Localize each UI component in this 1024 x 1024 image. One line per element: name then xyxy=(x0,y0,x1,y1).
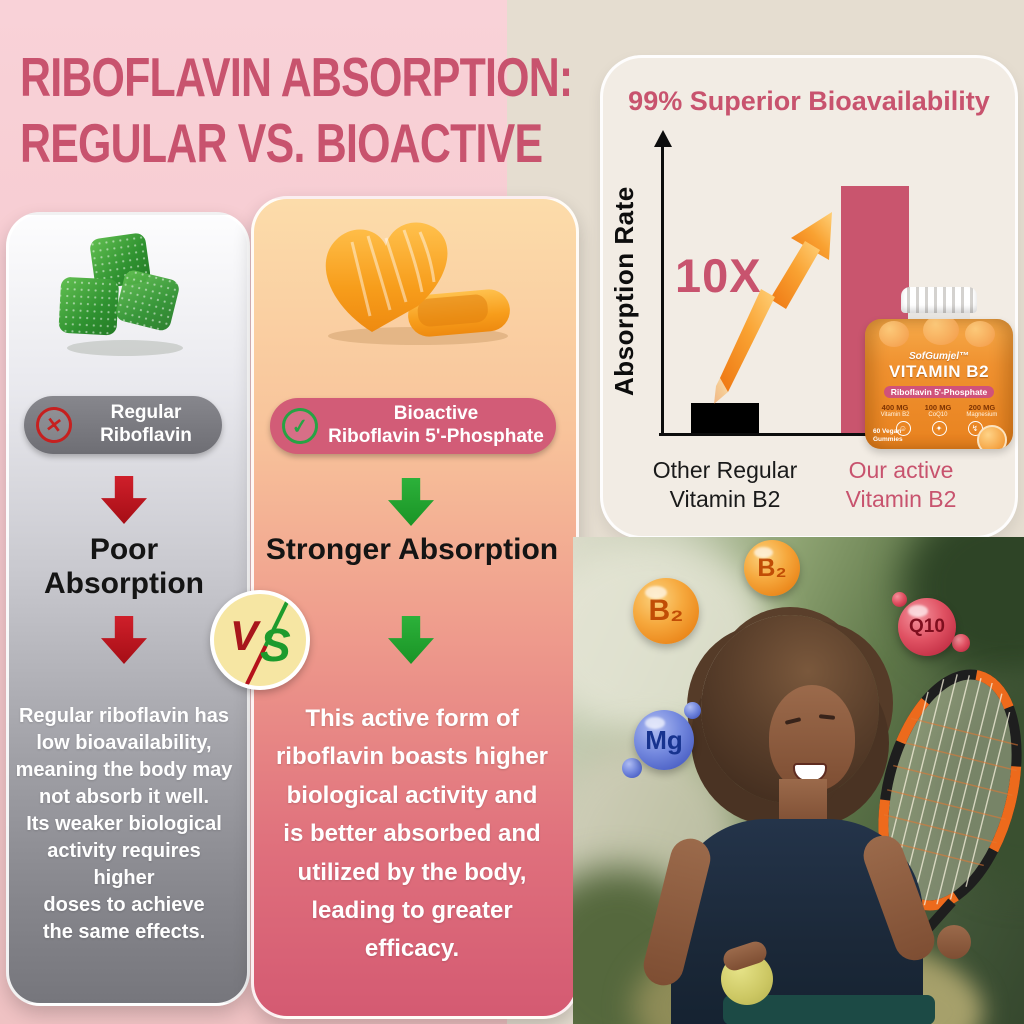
fact-label: CoQ10 xyxy=(928,412,948,418)
green-gummies-image xyxy=(58,233,183,356)
fact-coq10: 100 MG CoQ10 xyxy=(925,403,952,418)
eyebrow xyxy=(784,717,802,725)
gummy-in-bottle xyxy=(965,321,995,347)
eyebrow xyxy=(818,714,836,720)
orange-gummies-image xyxy=(325,222,510,345)
woman-hand xyxy=(937,925,971,959)
bubble xyxy=(622,758,642,778)
page-title-line2: REGULAR VS. BIOACTIVE xyxy=(20,112,543,174)
badge-line2: Riboflavin 5'-Phosphate xyxy=(328,426,544,447)
fact-amount: 200 MG xyxy=(968,403,996,412)
b2-molecule-ball-small: B₂ xyxy=(744,540,800,596)
badge-line2: Riboflavin xyxy=(100,425,192,446)
bioactive-badge-label: Bioactive Riboflavin 5'-Phosphate xyxy=(326,403,556,449)
gummy-in-bottle xyxy=(879,321,909,347)
b2-label: B₂ xyxy=(757,553,787,582)
y-axis-arrow-icon xyxy=(654,130,672,147)
badge-line1: Regular xyxy=(110,402,182,424)
regular-badge-label: Regular Riboflavin xyxy=(80,402,222,448)
fact-amount: 100 MG xyxy=(924,403,952,412)
regular-description: Regular riboflavin has low bioavailabili… xyxy=(15,705,233,943)
category1-line2: Vitamin B2 xyxy=(669,485,781,512)
bottle-count: 60 Vegan Gummies xyxy=(873,428,903,444)
fact-label: Magnesium xyxy=(966,412,998,418)
mg-label: Mg xyxy=(645,724,683,755)
x-mark-icon: ✕ xyxy=(33,404,75,446)
bottle-facts: 400 MG Vitamin B2 100 MG CoQ10 200 MG Ma… xyxy=(865,403,1013,418)
vs-letter-v: V xyxy=(230,612,259,659)
gummy-in-bottle xyxy=(923,319,959,345)
bottle-cap xyxy=(901,287,977,313)
category2-line2: Vitamin B2 xyxy=(845,485,957,512)
fact-label: Vitamin B2 xyxy=(880,412,910,418)
bottle-brand: SofGumjel™ xyxy=(908,351,969,362)
chart-heading: 99% Superior Bioavailability xyxy=(628,86,990,116)
bottle-product-subtitle: Riboflavin 5'-Phosphate xyxy=(883,386,995,398)
regular-riboflavin-card xyxy=(6,212,250,1006)
bioactive-description: This active form of riboflavin boasts hi… xyxy=(275,705,549,963)
product-bottle: SofGumjel™ VITAMIN B2 Riboflavin 5'-Phos… xyxy=(865,287,1013,449)
bubble xyxy=(684,702,701,719)
bubble xyxy=(952,634,970,652)
category-label-other-regular: Other Regular Vitamin B2 xyxy=(635,456,815,514)
bubble xyxy=(892,592,907,607)
q10-molecule-ball: Q10 xyxy=(898,598,956,656)
page-title-line1: RIBOFLAVIN ABSORPTION: xyxy=(20,46,573,108)
b2-molecule-ball-large: B₂ xyxy=(633,578,699,644)
regular-riboflavin-badge: ✕ Regular Riboflavin xyxy=(24,396,222,454)
category2-line1: Our active xyxy=(848,457,954,483)
vs-letter-s: S xyxy=(260,619,291,671)
q10-molecule-group: Q10 xyxy=(890,592,970,668)
category-label-our-active: Our active Vitamin B2 xyxy=(821,456,981,514)
fact-vitamin-b2: 400 MG Vitamin B2 xyxy=(881,403,910,418)
bioactive-riboflavin-card xyxy=(251,196,579,1019)
check-icon: ✓ xyxy=(280,406,320,446)
chart-y-axis-label: Absorption Rate xyxy=(609,186,639,396)
mg-molecule-ball: Mg xyxy=(634,710,694,770)
fact-magnesium: 200 MG Magnesium xyxy=(966,403,997,418)
bottle-product-name: VITAMIN B2 xyxy=(888,362,990,381)
poor-absorption-label: Poor Absorption xyxy=(44,533,204,600)
q10-label: Q10 xyxy=(909,616,945,637)
bar-other-regular xyxy=(691,403,759,433)
gummy-on-label xyxy=(977,425,1007,449)
chart-x-axis xyxy=(659,433,961,436)
woman-face xyxy=(769,685,855,791)
mg-molecule-group: Mg xyxy=(622,700,706,782)
category1-line1: Other Regular xyxy=(652,457,798,483)
nervous-system-icon: ✦ xyxy=(931,421,947,436)
bottle-neck xyxy=(908,313,970,320)
bottle-label: SofGumjel™ VITAMIN B2 Riboflavin 5'-Phos… xyxy=(865,319,1013,449)
vs-badge: V S xyxy=(210,590,310,690)
trend-lightning-arrow-icon xyxy=(714,212,832,404)
multiplier-label: 10X xyxy=(675,249,762,302)
smile-icon: ☺ xyxy=(895,421,911,436)
page-title: RIBOFLAVIN ABSORPTION: REGULAR VS. BIOAC… xyxy=(20,44,573,176)
b2-label: B₂ xyxy=(648,594,684,627)
fact-amount: 400 MG xyxy=(881,403,909,412)
chart-y-axis xyxy=(661,146,664,436)
stronger-absorption-label: Stronger Absorption xyxy=(265,533,559,566)
bioactive-riboflavin-badge: ✓ Bioactive Riboflavin 5'-Phosphate xyxy=(270,398,556,454)
badge-line1: Bioactive xyxy=(393,403,479,425)
